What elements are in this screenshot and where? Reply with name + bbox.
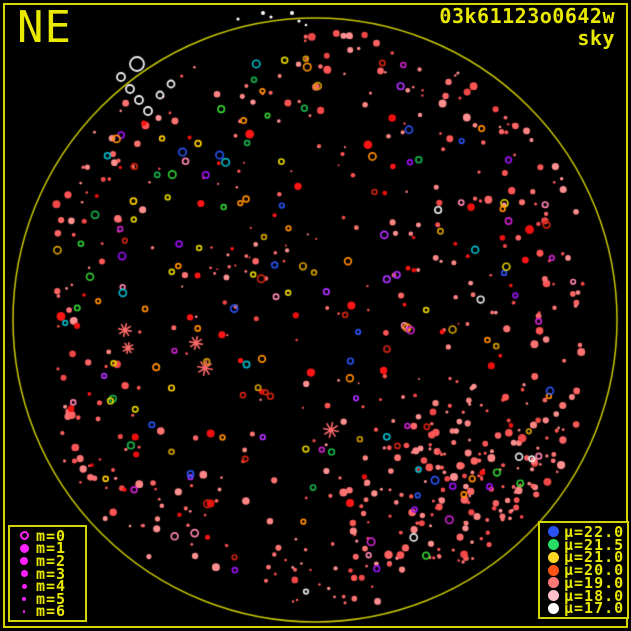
mu17-dot-icon [548,602,559,614]
legend-row-m1: m=1 [15,539,83,558]
m3-symbol-cell [15,570,33,577]
mu19-label: μ=19.0 [564,573,625,592]
legend-row-mu20: μ=20.0 [546,561,625,579]
orientation-label: NE [17,2,72,53]
mu21-label: μ=21.0 [564,548,625,567]
mu22-label: μ=22.0 [564,522,625,541]
mu17-symbol-cell [546,602,561,614]
mu20-label: μ=20.0 [564,561,625,579]
mu19-symbol-cell [546,577,561,589]
mu17-label: μ=17.0 [564,599,625,618]
mu21-5-label: μ=21.5 [564,535,625,554]
m4-label: m=4 [36,577,67,596]
legend-row-mu21-5: μ=21.5 [546,535,625,554]
mu18-label: μ=18.0 [564,586,625,605]
m0-ring-icon [19,531,29,541]
title-block: 03k61123o0642w sky [439,5,615,49]
mu20-symbol-cell [546,564,561,576]
plot-title: 03k61123o0642w [439,4,615,28]
m4-symbol-cell [15,583,33,589]
magnitude-legend: m=0 m=1 m=2 m=3 m=4 m=5 m=6 [8,525,87,622]
legend-row-mu18: μ=18.0 [546,586,625,605]
m6-label: m=6 [36,602,67,621]
legend-row-mu19: μ=19.0 [546,573,625,592]
mu20-dot-icon [548,564,559,576]
legend-row-mu17: μ=17.0 [546,599,625,618]
mu22-dot-icon [548,526,559,538]
legend-row-mu22: μ=22.0 [546,522,625,541]
mu18-symbol-cell [546,590,561,601]
m5-label: m=5 [36,589,67,608]
m2-symbol-cell [15,556,33,565]
m0-symbol-cell [15,531,33,541]
legend-row-m6: m=6 [15,602,83,621]
mu22-symbol-cell [546,526,561,538]
m2-label: m=2 [36,551,67,570]
mu21-5-symbol-cell [546,539,561,550]
m3-label: m=3 [36,564,67,583]
m4-dot-icon [21,583,27,589]
surface-brightness-legend: μ=22.0 μ=21.5 μ=21.0 μ=20.0 μ=19.0 μ=18.… [538,521,629,619]
mu21-5-dot-icon [548,539,559,550]
m5-dot-icon [22,596,26,601]
legend-row-mu21: μ=21.0 [546,548,625,567]
m5-symbol-cell [15,596,33,601]
m1-label: m=1 [36,539,67,558]
m1-dot-icon [19,543,29,553]
plot-subtitle: sky [577,26,615,50]
mu18-dot-icon [548,590,559,601]
m2-dot-icon [20,556,28,565]
m3-dot-icon [20,570,28,577]
legend-row-m0: m=0 [15,526,83,545]
legend-row-m4: m=4 [15,577,83,596]
m0-label: m=0 [36,526,67,545]
legend-row-m5: m=5 [15,589,83,608]
legend-row-m2: m=2 [15,551,83,570]
m6-dot-icon [22,610,26,613]
mu21-dot-icon [548,551,559,563]
mu19-dot-icon [548,577,559,589]
m6-symbol-cell [15,610,33,613]
mu21-symbol-cell [546,551,561,563]
m1-symbol-cell [15,543,33,553]
legend-row-m3: m=3 [15,564,83,583]
